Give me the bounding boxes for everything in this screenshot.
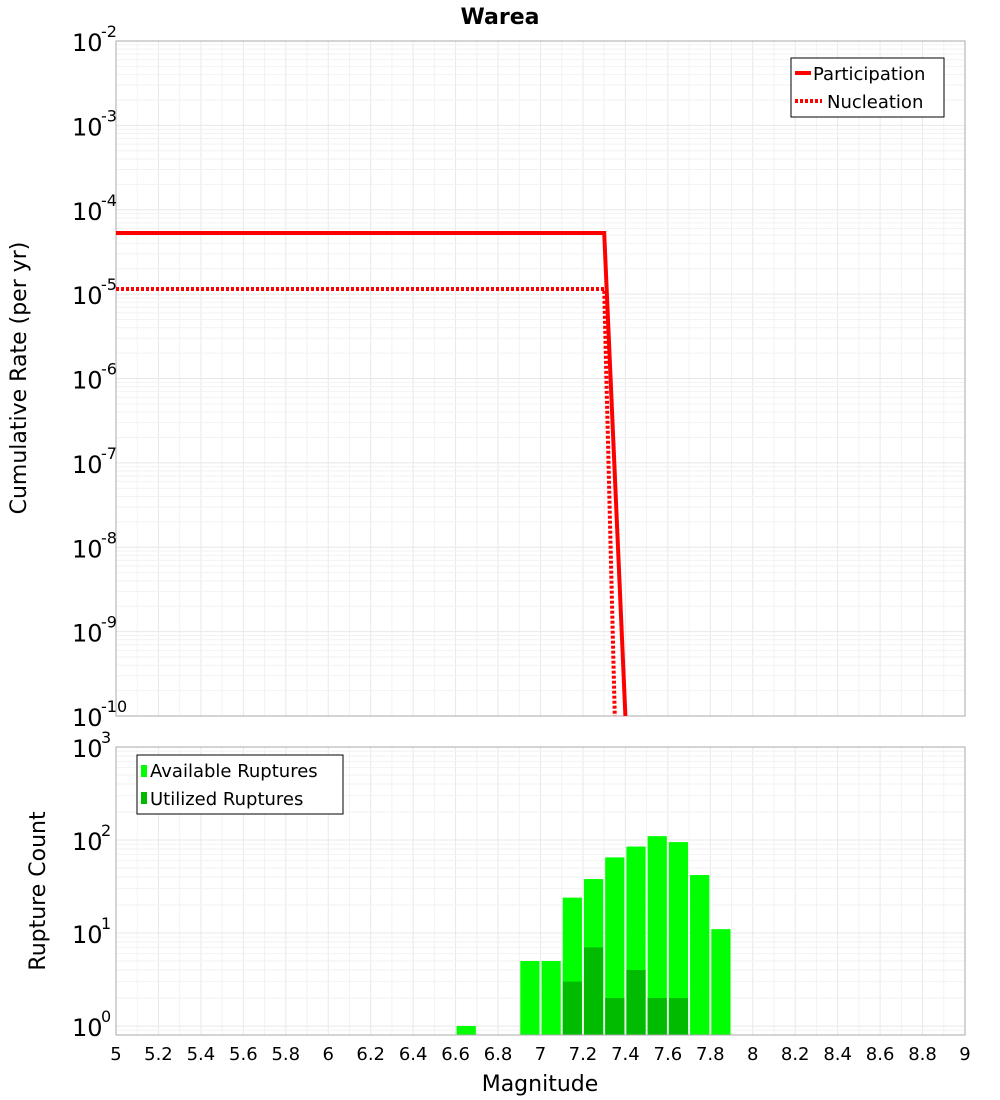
y-tick-label: 10 [72, 1014, 103, 1042]
y-tick-exponent: -5 [101, 275, 117, 294]
x-tick-label: 5.6 [229, 1044, 258, 1065]
top-legend-box [790, 57, 945, 118]
bar-available [647, 836, 667, 1035]
bar-available [541, 960, 561, 1035]
legend-label-available: Available Ruptures [150, 761, 318, 782]
x-tick-label: 8.8 [908, 1044, 937, 1065]
x-axis-label: Magnitude [482, 1072, 599, 1097]
bottom-legend: Available Ruptures Utilized Ruptures [136, 754, 344, 815]
x-tick-label: 6 [323, 1044, 334, 1065]
y-tick-label: 10 [72, 828, 103, 856]
x-tick-label: 8 [747, 1044, 758, 1065]
x-tick-label: 7.8 [696, 1044, 725, 1065]
x-tick-label: 7 [535, 1044, 546, 1065]
legend-label-nucleation: Nucleation [827, 92, 923, 113]
y-tick-exponent: 2 [101, 821, 111, 840]
x-tick-label: 5.8 [271, 1044, 300, 1065]
x-tick-label: 7.2 [569, 1044, 598, 1065]
y-tick-label: 10 [72, 367, 103, 395]
x-tick-label: 6.8 [484, 1044, 513, 1065]
y-tick-exponent: -6 [101, 360, 117, 379]
top-plot: 10-210-310-410-510-610-710-810-910-10 Cu… [7, 22, 966, 732]
x-tick-labels: 5 5.2 5.4 5.6 5.8 6 6.2 6.4 6.6 6.8 7 7.2 7.4 7.6 7.8 8… [110, 1044, 970, 1065]
legend-swatch-available [141, 765, 147, 777]
y-tick-label: 10 [72, 535, 103, 563]
bar-available [605, 857, 625, 1035]
y-tick-label: 10 [72, 198, 103, 226]
y-tick-label: 10 [72, 29, 103, 57]
top-plot-frame [115, 40, 966, 717]
x-tick-label: 8.2 [781, 1044, 810, 1065]
y-tick-label: 10 [72, 113, 103, 141]
x-tick-label: 6.4 [399, 1044, 428, 1065]
y-tick-exponent: 1 [101, 914, 111, 933]
bar-available [456, 1025, 476, 1035]
y-tick-exponent: -3 [101, 106, 117, 125]
bar-utilized [626, 969, 646, 1035]
bottom-plot-frame [115, 746, 966, 1036]
x-tick-label: 7.6 [654, 1044, 683, 1065]
bar-utilized [647, 997, 667, 1035]
bar-utilized [562, 981, 582, 1035]
series-line-participation [116, 231, 628, 717]
y-tick-label: 10 [72, 451, 103, 479]
bottom-bars [456, 836, 731, 1035]
y-tick-exponent: -9 [101, 613, 117, 632]
y-tick-exponent: -10 [101, 697, 127, 716]
y-tick-exponent: -2 [101, 22, 117, 41]
x-tick-label: 5.2 [144, 1044, 173, 1065]
y-tick-label: 10 [72, 620, 103, 648]
legend-swatch-utilized [141, 792, 147, 804]
x-tick-label: 9 [959, 1044, 970, 1065]
chart-title: Warea [461, 5, 540, 30]
bar-available [520, 960, 540, 1035]
top-legend: Participation Nucleation [790, 57, 945, 118]
bar-available [690, 875, 710, 1035]
bottom-legend-box [136, 754, 344, 815]
y-tick-exponent: -4 [101, 191, 117, 210]
bar-utilized [605, 997, 625, 1035]
bar-available [668, 842, 689, 1035]
x-tick-label: 6.6 [441, 1044, 470, 1065]
top-series-lines [116, 231, 628, 717]
series-line-nucleation [116, 287, 617, 717]
x-tick-label: 8.4 [823, 1044, 852, 1065]
legend-label-participation: Participation [813, 64, 925, 85]
x-tick-label: 5 [110, 1044, 121, 1065]
top-plot-grid [115, 41, 966, 717]
y-tick-label: 10 [72, 921, 103, 949]
x-tick-label: 6.2 [356, 1044, 385, 1065]
bottom-y-axis-label: Rupture Count [26, 811, 51, 971]
x-tick-label: 5.4 [187, 1044, 216, 1065]
top-y-ticks: 10-210-310-410-510-610-710-810-910-10 [72, 22, 127, 732]
y-tick-exponent: 3 [101, 728, 111, 747]
y-tick-label: 10 [72, 704, 103, 732]
bar-utilized [668, 997, 689, 1035]
y-tick-label: 10 [72, 735, 103, 763]
bar-utilized [583, 947, 604, 1035]
x-tick-label: 7.4 [611, 1044, 640, 1065]
x-tick-label: 8.6 [866, 1044, 895, 1065]
y-tick-exponent: -7 [101, 444, 117, 463]
y-tick-label: 10 [72, 282, 103, 310]
y-tick-exponent: -8 [101, 528, 117, 547]
legend-label-utilized: Utilized Ruptures [150, 789, 303, 810]
top-y-axis-label: Cumulative Rate (per yr) [7, 242, 32, 515]
bar-available [711, 929, 731, 1035]
y-tick-exponent: 0 [101, 1007, 111, 1026]
